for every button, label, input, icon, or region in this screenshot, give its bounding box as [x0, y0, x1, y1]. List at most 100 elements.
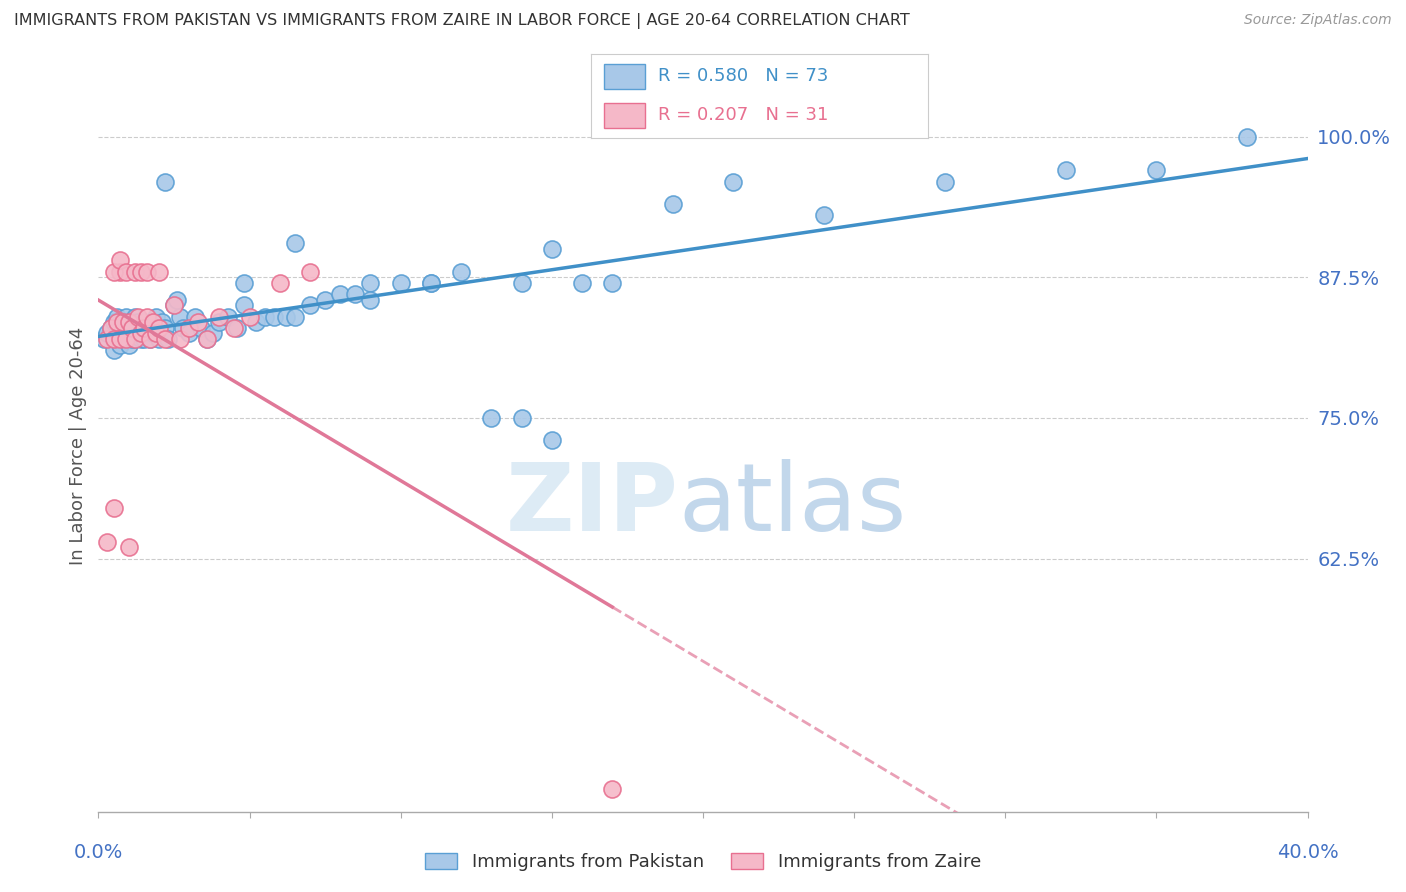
Point — [103, 500, 125, 515]
Point — [1144, 163, 1167, 178]
Point — [217, 310, 239, 324]
Point — [510, 410, 533, 425]
Point — [127, 326, 149, 341]
Point — [129, 321, 152, 335]
Point — [150, 315, 173, 329]
Point — [114, 264, 136, 278]
Point — [139, 332, 162, 346]
Point — [108, 264, 131, 278]
Point — [148, 264, 170, 278]
Point — [420, 276, 443, 290]
Point — [360, 276, 382, 290]
Text: 40.0%: 40.0% — [1277, 843, 1339, 862]
Point — [108, 253, 131, 268]
Text: IMMIGRANTS FROM PAKISTAN VS IMMIGRANTS FROM ZAIRE IN LABOR FORCE | AGE 20-64 COR: IMMIGRANTS FROM PAKISTAN VS IMMIGRANTS F… — [14, 13, 910, 29]
Point — [135, 310, 157, 324]
Point — [172, 321, 194, 335]
Point — [118, 337, 141, 351]
Point — [145, 310, 167, 324]
Point — [329, 287, 352, 301]
Point — [129, 264, 152, 278]
Point — [299, 298, 322, 312]
Point — [344, 287, 367, 301]
Point — [153, 175, 176, 189]
Point — [127, 310, 149, 324]
Point — [142, 315, 165, 329]
Y-axis label: In Labor Force | Age 20-64: In Labor Force | Age 20-64 — [69, 326, 87, 566]
Point — [163, 298, 186, 312]
Point — [96, 332, 118, 346]
Point — [169, 310, 191, 324]
Point — [121, 332, 143, 346]
Point — [139, 332, 162, 346]
Point — [103, 315, 125, 329]
Point — [202, 326, 225, 341]
Point — [481, 410, 503, 425]
Point — [105, 310, 128, 324]
Point — [127, 315, 149, 329]
Point — [169, 332, 191, 346]
Point — [153, 321, 176, 335]
Point — [142, 315, 165, 329]
Point — [145, 326, 167, 341]
Bar — [605, 63, 644, 89]
Point — [510, 276, 533, 290]
Point — [602, 276, 624, 290]
Point — [124, 310, 146, 324]
Point — [124, 264, 146, 278]
Text: R = 0.207   N = 31: R = 0.207 N = 31 — [658, 106, 828, 124]
Point — [1054, 163, 1077, 178]
Point — [135, 321, 157, 335]
Point — [540, 434, 562, 448]
Point — [224, 321, 246, 335]
Text: R = 0.580   N = 73: R = 0.580 N = 73 — [658, 68, 828, 86]
Point — [103, 343, 125, 358]
Point — [239, 310, 262, 324]
Point — [118, 326, 141, 341]
Point — [132, 315, 155, 329]
Point — [142, 326, 165, 341]
Point — [100, 321, 122, 335]
Point — [540, 242, 562, 256]
Point — [105, 315, 128, 329]
Text: Source: ZipAtlas.com: Source: ZipAtlas.com — [1244, 13, 1392, 28]
Point — [284, 310, 307, 324]
Point — [187, 315, 209, 329]
Point — [96, 326, 118, 341]
Point — [602, 782, 624, 797]
Point — [121, 321, 143, 335]
Point — [195, 332, 218, 346]
Point — [190, 321, 212, 335]
Point — [195, 332, 218, 346]
Point — [111, 315, 134, 329]
Point — [450, 264, 472, 278]
Point — [253, 310, 276, 324]
Point — [232, 298, 254, 312]
Point — [284, 236, 307, 251]
Point — [208, 315, 231, 329]
Point — [105, 332, 128, 346]
Point — [129, 332, 152, 346]
Point — [135, 326, 157, 341]
Point — [118, 541, 141, 555]
Point — [103, 264, 125, 278]
Point — [314, 293, 336, 307]
Point — [166, 293, 188, 307]
Point — [129, 326, 152, 341]
Point — [179, 321, 201, 335]
Point — [111, 315, 134, 329]
Point — [100, 321, 122, 335]
Point — [163, 298, 186, 312]
Legend: Immigrants from Pakistan, Immigrants from Zaire: Immigrants from Pakistan, Immigrants fro… — [418, 846, 988, 879]
Point — [184, 310, 207, 324]
Bar — [605, 103, 644, 128]
Point — [108, 337, 131, 351]
Point — [114, 332, 136, 346]
Point — [299, 264, 322, 278]
Point — [111, 332, 134, 346]
Point — [226, 321, 249, 335]
Point — [132, 332, 155, 346]
Point — [108, 332, 131, 346]
Point — [148, 332, 170, 346]
Point — [135, 264, 157, 278]
